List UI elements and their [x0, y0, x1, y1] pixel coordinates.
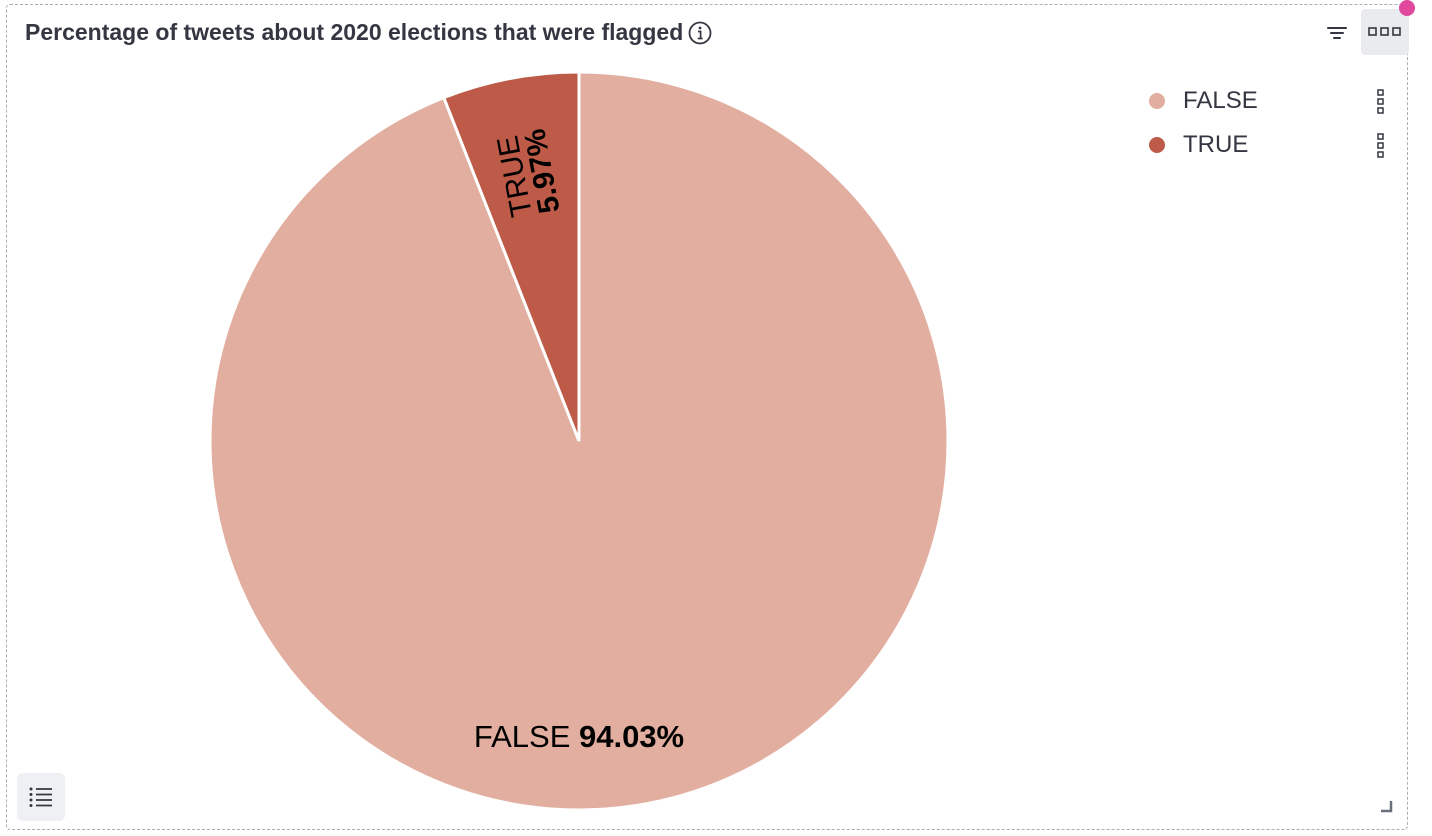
- legend-item-false[interactable]: FALSE: [1147, 79, 1387, 123]
- filter-icon[interactable]: [1323, 19, 1351, 47]
- legend-item-menu-icon[interactable]: [1375, 87, 1387, 115]
- notification-dot: [1399, 0, 1415, 16]
- resize-handle-icon[interactable]: [1379, 799, 1393, 813]
- panel-title: Percentage of tweets about 2020 election…: [25, 19, 684, 45]
- visualization-panel: Percentage of tweets about 2020 election…: [6, 4, 1409, 830]
- legend: FALSE TRUE: [1147, 79, 1387, 167]
- legend-label: FALSE: [1183, 87, 1258, 114]
- list-icon: [29, 787, 52, 807]
- legend-item-menu-icon[interactable]: [1375, 131, 1387, 159]
- legend-toggle-button[interactable]: [17, 773, 65, 821]
- ellipsis-icon: [1368, 27, 1401, 36]
- legend-swatch: [1149, 137, 1165, 153]
- legend-item-true[interactable]: TRUE: [1147, 123, 1387, 167]
- panel-title-row: Percentage of tweets about 2020 election…: [25, 19, 713, 46]
- legend-label: TRUE: [1183, 131, 1249, 158]
- panel-options-button[interactable]: [1361, 9, 1409, 55]
- legend-swatch: [1149, 93, 1165, 109]
- pie-slice-true[interactable]: [441, 70, 581, 442]
- slice-label-false: FALSE 94.03%: [474, 719, 684, 754]
- info-icon[interactable]: [687, 20, 713, 46]
